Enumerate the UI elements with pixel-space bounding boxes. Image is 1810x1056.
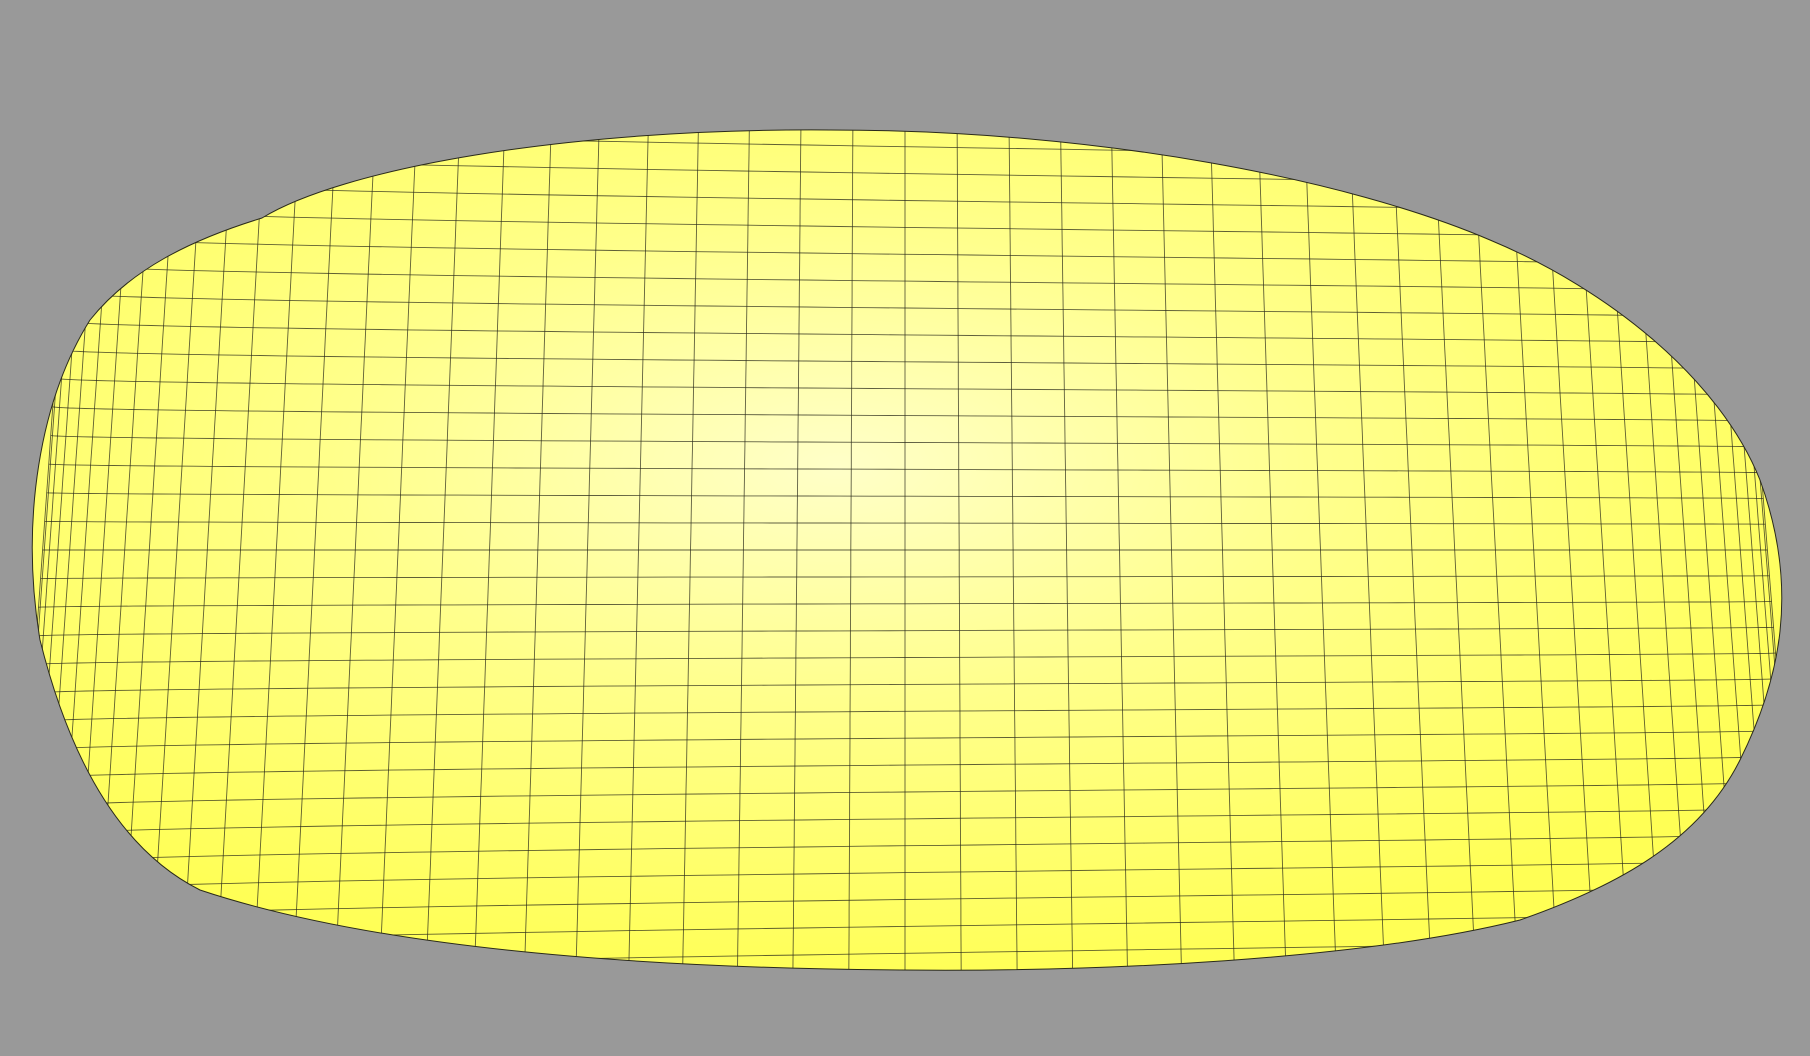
- mesh-line-horizontal: [40, 575, 1770, 580]
- mesh-line-horizontal: [32, 704, 1780, 723]
- mesh-line-horizontal: [54, 377, 1756, 396]
- mesh-line-horizontal: [48, 463, 1762, 474]
- mesh-line-horizontal: [32, 678, 1778, 694]
- mesh-line-horizontal: [56, 349, 1754, 371]
- mesh-line-horizontal: [36, 626, 1774, 637]
- mesh-line-horizontal: [50, 434, 1760, 448]
- mesh-line-horizontal: [44, 520, 1766, 525]
- mesh-line-horizontal: [58, 320, 1752, 345]
- surface-outline: [31, 129, 1783, 971]
- mesh-line-horizontal: [52, 406, 1758, 422]
- mesh-line-horizontal: [32, 781, 1782, 809]
- mesh-line-horizontal: [46, 492, 1764, 499]
- mesh-line-horizontal: [38, 601, 1772, 608]
- mesh-line-horizontal: [32, 807, 1782, 837]
- mesh-line-horizontal: [34, 652, 1776, 666]
- mesh-line-horizontal: [32, 729, 1782, 751]
- mesh-line-horizontal: [32, 755, 1782, 780]
